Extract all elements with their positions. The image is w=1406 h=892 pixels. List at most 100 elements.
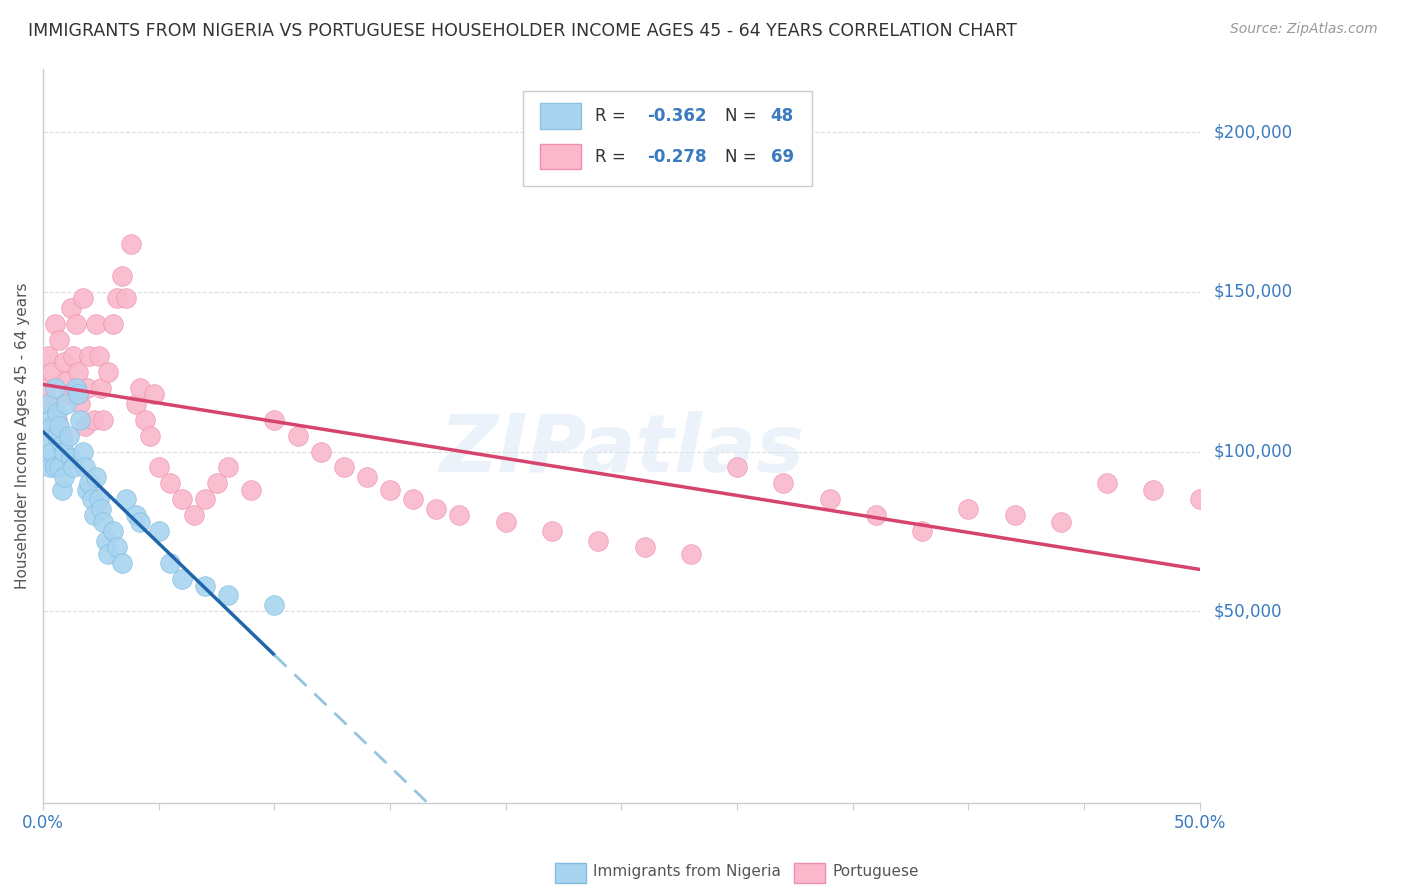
Point [59,301,82,315]
Point [46,406,69,420]
Point [79,349,101,363]
Text: 48: 48 [770,107,793,125]
Point [73,419,96,434]
Text: -0.362: -0.362 [647,107,706,125]
Text: Portuguese: Portuguese [832,864,920,879]
Point [541,524,564,539]
Text: Source: ZipAtlas.com: Source: ZipAtlas.com [1230,22,1378,37]
Point [194,578,217,592]
Point [97,547,120,561]
Point [129,515,152,529]
Point [66,387,89,401]
Point [48,419,70,434]
Point [51,438,73,452]
Point [170,572,193,586]
Point [86,317,108,331]
Text: N =: N = [725,147,762,166]
Point [39,460,62,475]
Point [51,428,73,442]
Point [90,381,112,395]
Point [449,508,471,523]
Point [39,412,62,426]
Point [86,470,108,484]
Point [48,333,70,347]
Text: $200,000: $200,000 [1213,123,1292,141]
Point [309,444,332,458]
Point [138,428,160,442]
Point [58,387,80,401]
Point [1004,508,1026,523]
Point [53,444,76,458]
Point [76,381,98,395]
Point [1188,492,1211,507]
Point [79,476,101,491]
Text: N =: N = [725,107,762,125]
Point [44,381,66,395]
Point [44,460,66,475]
Point [111,556,134,570]
Point [59,450,82,465]
Point [34,381,56,395]
Point [83,412,105,426]
Point [633,541,655,555]
Point [679,547,702,561]
Point [51,483,73,497]
Point [34,428,56,442]
Point [55,374,77,388]
Text: R =: R = [595,107,631,125]
Point [217,460,239,475]
Point [333,460,356,475]
Text: 69: 69 [770,147,793,166]
Point [76,483,98,497]
Point [1095,476,1118,491]
Point [44,317,66,331]
Point [41,444,63,458]
Point [263,598,285,612]
Point [80,492,103,507]
Point [72,291,94,305]
Point [115,492,138,507]
Point [66,365,89,379]
Point [957,502,980,516]
Point [772,476,794,491]
Point [129,381,152,395]
Point [865,508,887,523]
Point [159,556,181,570]
Point [1049,515,1071,529]
Point [41,365,63,379]
Text: -0.278: -0.278 [647,147,706,166]
Point [91,515,114,529]
Point [65,381,87,395]
Point [725,460,748,475]
Point [83,508,105,523]
Y-axis label: Householder Income Ages 45 - 64 years: Householder Income Ages 45 - 64 years [15,282,30,589]
Point [87,349,110,363]
Point [94,533,117,548]
Point [148,524,170,539]
Point [97,365,120,379]
Point [194,492,217,507]
Point [134,412,156,426]
Point [183,508,205,523]
Bar [540,144,581,169]
Point [818,492,841,507]
Point [48,460,70,475]
Point [911,524,934,539]
Point [53,470,76,484]
Point [69,397,91,411]
Point [356,470,378,484]
Point [148,460,170,475]
Point [37,397,59,411]
Text: Immigrants from Nigeria: Immigrants from Nigeria [593,864,782,879]
Point [170,492,193,507]
Text: $150,000: $150,000 [1213,283,1292,301]
FancyBboxPatch shape [523,91,813,186]
Point [287,428,309,442]
Text: ZIPatlas: ZIPatlas [439,411,804,489]
Point [39,397,62,411]
Point [90,502,112,516]
Point [378,483,401,497]
Point [240,483,263,497]
Point [101,524,124,539]
Point [1142,483,1164,497]
